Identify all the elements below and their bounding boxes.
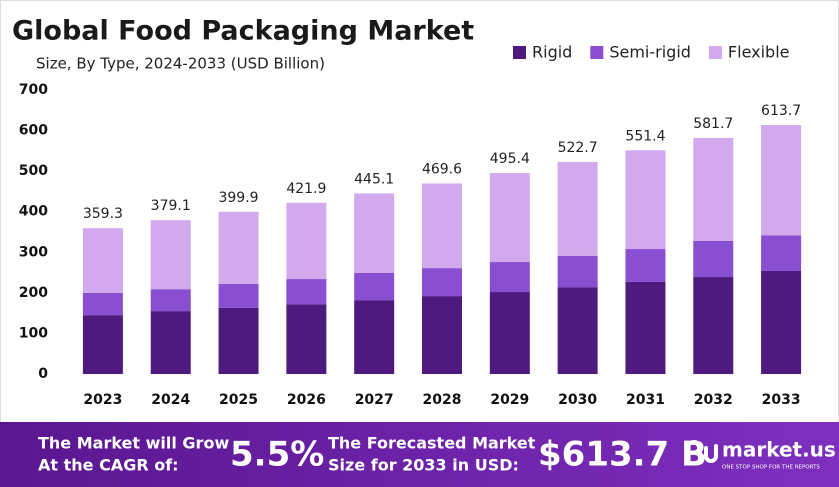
x-tick-label: 2023 xyxy=(83,392,122,408)
bar-segment xyxy=(354,272,395,301)
total-label: 379.1 xyxy=(151,198,191,214)
x-tick-label: 2032 xyxy=(694,392,733,408)
bar-segment xyxy=(286,279,327,305)
total-label: 421.9 xyxy=(286,181,326,197)
legend-swatch xyxy=(513,46,526,59)
y-tick-label: 600 xyxy=(19,123,48,139)
bar-segment xyxy=(218,307,259,374)
bar-segment xyxy=(625,249,666,282)
total-label: 581.7 xyxy=(693,116,733,132)
bar-segment xyxy=(625,150,666,250)
x-tick-label: 2030 xyxy=(558,392,597,408)
bar-segment xyxy=(218,211,259,284)
bar-segment xyxy=(693,137,734,241)
total-label: 495.4 xyxy=(490,151,530,167)
x-tick-label: 2033 xyxy=(762,392,801,408)
y-tick-label: 100 xyxy=(19,325,48,341)
bar-segment xyxy=(761,125,802,236)
footer-text: At the CAGR of: xyxy=(38,456,179,475)
y-tick-label: 200 xyxy=(19,285,48,301)
bar-segment xyxy=(489,173,530,263)
total-label: 613.7 xyxy=(761,103,801,119)
bar-segment xyxy=(82,315,123,374)
bar-segment xyxy=(354,300,395,374)
logo-icon xyxy=(686,440,718,464)
footer-text: The Forecasted Market xyxy=(328,434,536,453)
footer-text: Size for 2033 in USD: xyxy=(328,456,519,475)
bar-segment xyxy=(693,277,734,374)
legend-label: Flexible xyxy=(728,43,790,62)
bar-segment xyxy=(557,161,598,256)
bar-segment xyxy=(761,270,802,374)
bar-segment xyxy=(82,292,123,316)
y-tick-label: 300 xyxy=(19,244,48,260)
total-label: 445.1 xyxy=(354,171,394,187)
bar-segment xyxy=(218,283,259,308)
y-tick-label: 500 xyxy=(19,163,48,179)
y-tick-label: 700 xyxy=(19,82,48,98)
total-label: 469.6 xyxy=(422,161,462,177)
total-label: 551.4 xyxy=(625,128,665,144)
y-tick-label: 0 xyxy=(38,366,48,382)
bar-segment xyxy=(489,292,530,374)
bar-segment xyxy=(422,183,462,269)
x-tick-label: 2031 xyxy=(626,392,665,408)
footer-banner xyxy=(0,422,839,487)
bar-segment xyxy=(150,311,191,374)
x-tick-label: 2029 xyxy=(490,392,529,408)
x-tick-label: 2028 xyxy=(423,392,462,408)
bar-segment xyxy=(761,235,802,271)
chart-subtitle: Size, By Type, 2024-2033 (USD Billion) xyxy=(36,55,325,73)
chart-title: Global Food Packaging Market xyxy=(12,16,474,47)
legend-label: Rigid xyxy=(532,43,572,62)
bar-segment xyxy=(557,287,598,374)
footer-cagr: 5.5% xyxy=(230,435,324,475)
bar-segment xyxy=(286,202,327,280)
legend-swatch xyxy=(590,46,604,59)
bar-segment xyxy=(150,220,191,290)
total-label: 399.9 xyxy=(218,190,258,206)
bar-segment xyxy=(286,304,327,374)
brand: market.us xyxy=(722,438,836,462)
bar-segment xyxy=(82,228,123,293)
y-tick-label: 400 xyxy=(19,204,48,220)
x-tick-label: 2027 xyxy=(355,392,394,408)
bar-segment xyxy=(422,268,462,297)
total-label: 522.7 xyxy=(558,140,598,156)
bar-segment xyxy=(489,262,530,293)
x-tick-label: 2026 xyxy=(287,392,326,408)
bar-segment xyxy=(625,281,666,374)
tagline: ONE STOP SHOP FOR THE REPORTS xyxy=(722,465,820,471)
footer-forecast: $613.7 B xyxy=(538,435,707,475)
footer-text: The Market will Grow xyxy=(38,434,229,453)
bar-segment xyxy=(354,193,395,273)
x-tick-label: 2025 xyxy=(219,392,258,408)
total-label: 359.3 xyxy=(83,206,123,222)
legend-label: Semi-rigid xyxy=(609,43,691,62)
bar-segment xyxy=(150,289,191,312)
bar-segment xyxy=(422,296,462,374)
legend-swatch xyxy=(708,46,722,59)
bar-segment xyxy=(557,255,598,288)
bar-segment xyxy=(693,240,734,278)
x-tick-label: 2024 xyxy=(151,392,190,408)
